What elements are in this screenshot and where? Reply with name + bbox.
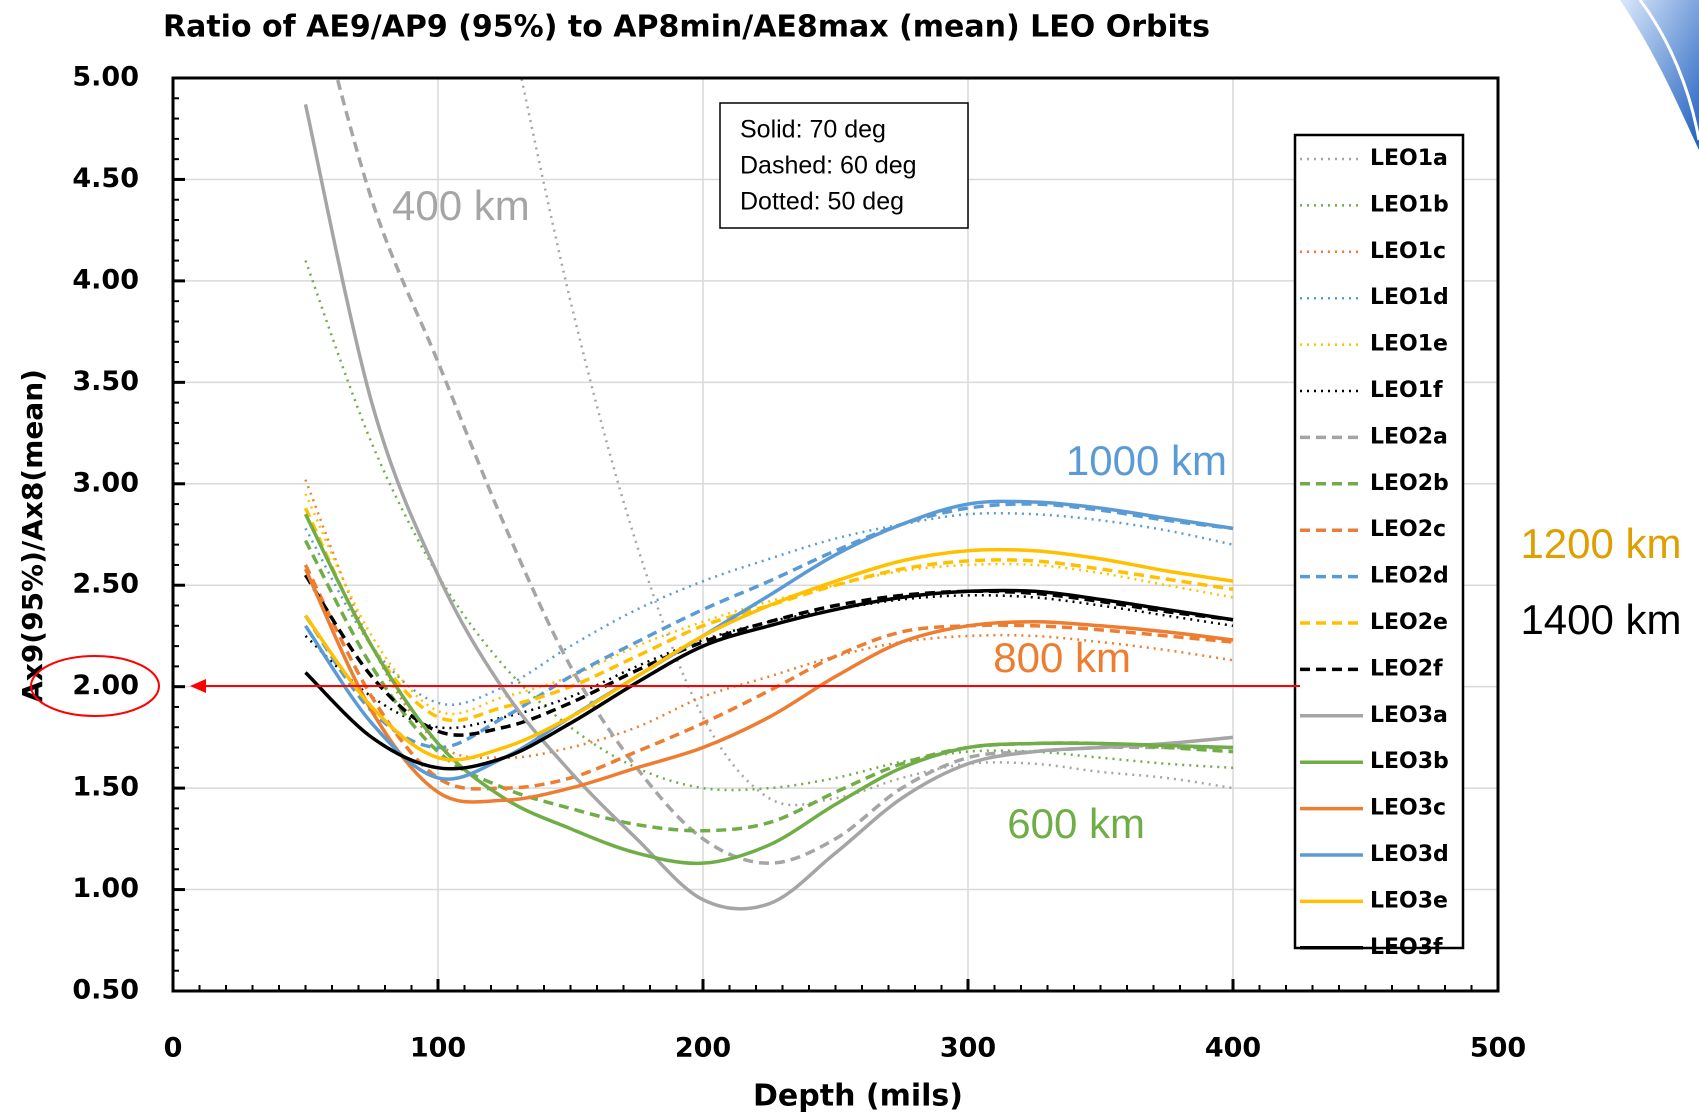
series-line: [303, 103, 1234, 911]
series-line: [304, 574, 1234, 737]
series-line: [304, 594, 1234, 730]
legend-label: LEO3e: [1370, 888, 1448, 913]
note-line: Dashed: 60 deg: [740, 152, 917, 180]
y-tick-label: 5.00: [72, 62, 139, 93]
legend-label: LEO3f: [1370, 935, 1443, 960]
logo-swoosh: [1638, 0, 1699, 141]
legend-label: LEO2d: [1370, 564, 1449, 589]
y-tick-label: 0.50: [72, 975, 139, 1006]
series-line: [304, 499, 1234, 781]
note-line: Dotted: 50 deg: [740, 188, 904, 216]
note: Solid: 70 deg Dashed: 60 deg Dotted: 50 de…: [740, 116, 917, 216]
y-tick-label: 1.00: [72, 873, 139, 904]
x-tick-label: 200: [675, 1033, 731, 1064]
series-line: [303, 507, 1234, 723]
arrow-head: [190, 679, 206, 693]
series-line: [304, 511, 1234, 706]
series-line: [304, 260, 1234, 792]
chart-title: Ratio of AE9/AP9 (95%) to AP8min/AE8max …: [163, 10, 1210, 45]
legend-label: LEO3d: [1370, 842, 1449, 867]
legend-label: LEO2b: [1370, 471, 1449, 496]
legend: LEO1a LEO1b LEO1c LEO1d LEO1e LEO1f LEO2a LEO2b…: [1300, 146, 1449, 960]
legend-label: LEO1e: [1370, 332, 1448, 357]
minor-ticks: [172, 77, 1499, 992]
legend-box: [1293, 133, 1465, 950]
legend-label: LEO1a: [1370, 146, 1448, 171]
x-axis-title: Depth (mils): [753, 1079, 963, 1114]
legend-label: LEO3a: [1370, 703, 1448, 728]
series-line: [335, 78, 1233, 865]
x-tick-label: 500: [1470, 1033, 1526, 1064]
series-line: [304, 547, 1234, 762]
plot-lines: [303, 78, 1234, 911]
annotation: 400 km: [392, 182, 530, 229]
annotation: 1200 km: [1520, 520, 1681, 567]
x-tick-label: 100: [410, 1033, 466, 1064]
legend-label: LEO1d: [1370, 285, 1449, 310]
legend-label: LEO1f: [1370, 378, 1443, 403]
legend-label: LEO1b: [1370, 192, 1449, 217]
legend-label: LEO2e: [1370, 610, 1448, 635]
note-box: [719, 102, 969, 229]
logo: [1620, 0, 1699, 150]
y-axis-title: Ax9(95%)/Ax8(mean): [16, 369, 49, 703]
x-tick-label: 300: [940, 1033, 996, 1064]
annotation: 800 km: [993, 634, 1131, 681]
series-line: [304, 588, 1234, 771]
legend-label: LEO3b: [1370, 749, 1449, 774]
legend-label: LEO1c: [1370, 239, 1446, 264]
y-tick-label: 3.50: [72, 366, 139, 397]
legend-label: LEO2a: [1370, 424, 1448, 449]
series-line: [303, 568, 1234, 804]
x-tick-label: 400: [1205, 1033, 1261, 1064]
note-line: Solid: 70 deg: [740, 116, 886, 144]
y-tick-label: 2.50: [72, 569, 139, 600]
highlight-ellipse: [30, 655, 160, 717]
legend-label: LEO3c: [1370, 796, 1446, 821]
y-tick-label: 2.00: [72, 670, 139, 701]
legend-label: LEO2f: [1370, 656, 1443, 681]
y-tick-label: 1.50: [72, 772, 139, 803]
y-tick-label: 4.00: [72, 264, 139, 295]
annotation: 600 km: [1007, 800, 1145, 847]
series-line: [304, 493, 1234, 716]
annotation: 1400 km: [1520, 596, 1681, 643]
series-line: [304, 502, 1234, 750]
y-tick-label: 3.00: [72, 467, 139, 498]
legend-label: LEO2c: [1370, 517, 1446, 542]
tick-labels: 0.50 1.00 1.50 2.00 2.50 3.00 3.50 4.00 4.50 5.00…: [72, 62, 1526, 1064]
series-line: [303, 513, 1234, 866]
annotation: 1000 km: [1066, 437, 1227, 484]
x-tick-label: 0: [164, 1033, 183, 1064]
y-tick-label: 4.50: [72, 163, 139, 194]
annotations: 400 km 1000 km 800 km 600 km 1200 km 1400 km: [392, 182, 1682, 847]
